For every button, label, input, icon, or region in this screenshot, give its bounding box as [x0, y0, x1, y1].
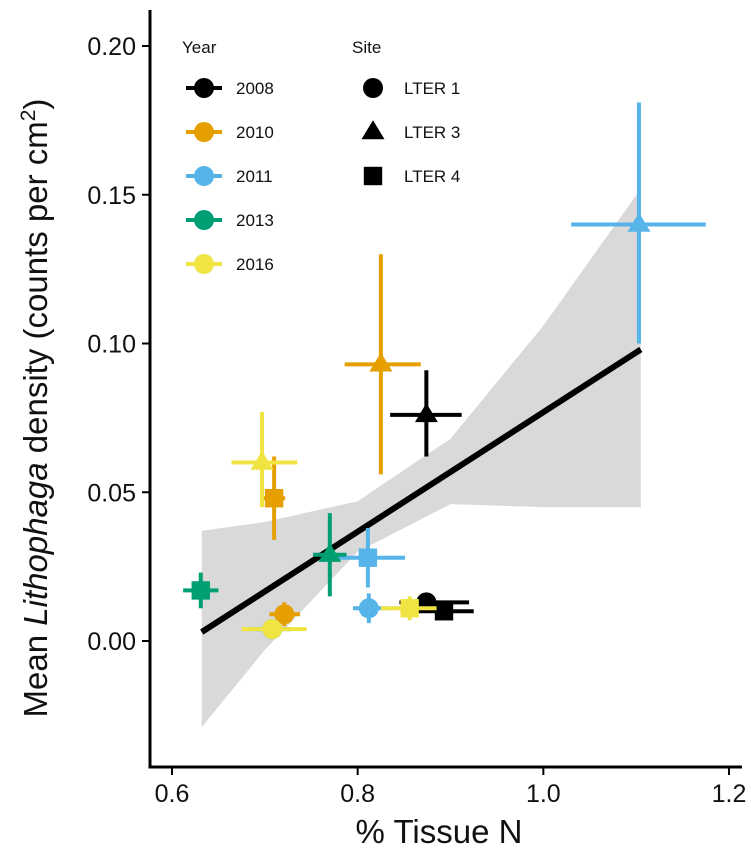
legend-site-lter-3: LTER 3 — [361, 120, 460, 142]
data-point-2013-lter-4 — [183, 572, 219, 609]
axes: 0.6 0.8 1.0 1.2 0.00 0.05 0.10 0.15 0.20 % Tissue… — [17, 10, 746, 850]
point-marker — [414, 403, 438, 423]
legend-site-lter-1: LTER 1 — [363, 78, 460, 98]
plot-area — [183, 102, 706, 728]
legend-site-lter-4: LTER 4 — [363, 166, 460, 186]
point-marker — [627, 212, 651, 232]
point-marker — [274, 604, 295, 625]
legend-key-marker — [194, 122, 214, 142]
legend-site-label: LTER 4 — [404, 167, 460, 186]
y-axis-title-superscript: 2 — [17, 110, 40, 122]
y-tick-label: 0.20 — [87, 33, 136, 61]
data-point-2008-lter-4 — [418, 602, 474, 621]
data-point-2010-lter-3 — [344, 254, 421, 475]
regression-line — [200, 346, 643, 635]
legend-site-marker — [363, 78, 383, 98]
data-point-2016-lter-1 — [241, 619, 307, 640]
legend: Year 2008 2010 2011 2013 2016 Site LTER 1 LTER 3… — [182, 38, 460, 274]
y-tick-label: 0.15 — [87, 182, 136, 210]
legend-year-2011: 2011 — [186, 166, 273, 186]
x-axis-title: % Tissue N — [356, 813, 523, 850]
y-axis-title: Mean Lithophaga density (counts per cm2) — [17, 99, 54, 718]
point-marker — [318, 542, 342, 562]
legend-year-2010: 2010 — [186, 122, 274, 142]
confidence-band — [201, 188, 641, 728]
y-tick-label: 0.05 — [87, 479, 136, 507]
x-tick-label: 0.6 — [155, 780, 190, 808]
data-point-2008-lter-3 — [390, 370, 462, 457]
data-point-2016-lter-3 — [231, 411, 298, 508]
y-tick-label: 0.00 — [87, 628, 136, 656]
point-marker — [262, 619, 283, 640]
x-tick-label: 1.2 — [712, 780, 747, 808]
legend-key-marker — [194, 254, 214, 274]
legend-year-2008: 2008 — [186, 78, 274, 98]
point-marker — [369, 352, 393, 372]
legend-site-marker — [361, 120, 385, 140]
legend-year-label: 2016 — [236, 255, 274, 274]
legend-year-2016: 2016 — [186, 254, 274, 274]
legend-key-marker — [194, 210, 214, 230]
point-marker — [434, 602, 454, 621]
data-point-2016-lter-4 — [380, 596, 437, 621]
data-point-2011-lter-3 — [571, 102, 706, 344]
y-tick-label: 0.10 — [87, 331, 136, 359]
point-marker — [250, 450, 274, 470]
legend-year-2013: 2013 — [186, 210, 274, 230]
legend-site-label: LTER 3 — [404, 123, 460, 142]
x-tick-label: 0.8 — [340, 780, 375, 808]
legend-year-label: 2011 — [236, 167, 273, 186]
data-point-2010-lter-1 — [269, 602, 301, 627]
point-marker — [358, 548, 378, 567]
point-marker — [358, 598, 379, 619]
x-tick-label: 1.0 — [526, 780, 561, 808]
y-axis-title-prefix: Mean — [17, 626, 54, 718]
legend-year-title: Year — [182, 38, 217, 57]
y-axis-title-taxon: Lithophaga — [17, 462, 54, 625]
legend-key-marker — [194, 78, 214, 98]
point-marker — [264, 489, 284, 508]
legend-year-label: 2010 — [236, 123, 274, 142]
data-point-2013-lter-3 — [313, 513, 347, 597]
legend-site-marker — [363, 166, 383, 186]
data-point-2011-lter-4 — [331, 527, 406, 588]
legend-year-label: 2008 — [236, 79, 274, 98]
point-marker — [400, 599, 419, 618]
point-marker — [191, 581, 210, 600]
legend-site-label: LTER 1 — [404, 79, 460, 98]
legend-site-title: Site — [352, 38, 381, 57]
y-axis-title-middle: density (counts per cm — [17, 121, 54, 462]
y-axis-title-suffix: ) — [17, 99, 54, 110]
legend-key-marker — [194, 166, 214, 186]
legend-year-label: 2013 — [236, 211, 274, 230]
data-point-2010-lter-4 — [261, 456, 286, 540]
